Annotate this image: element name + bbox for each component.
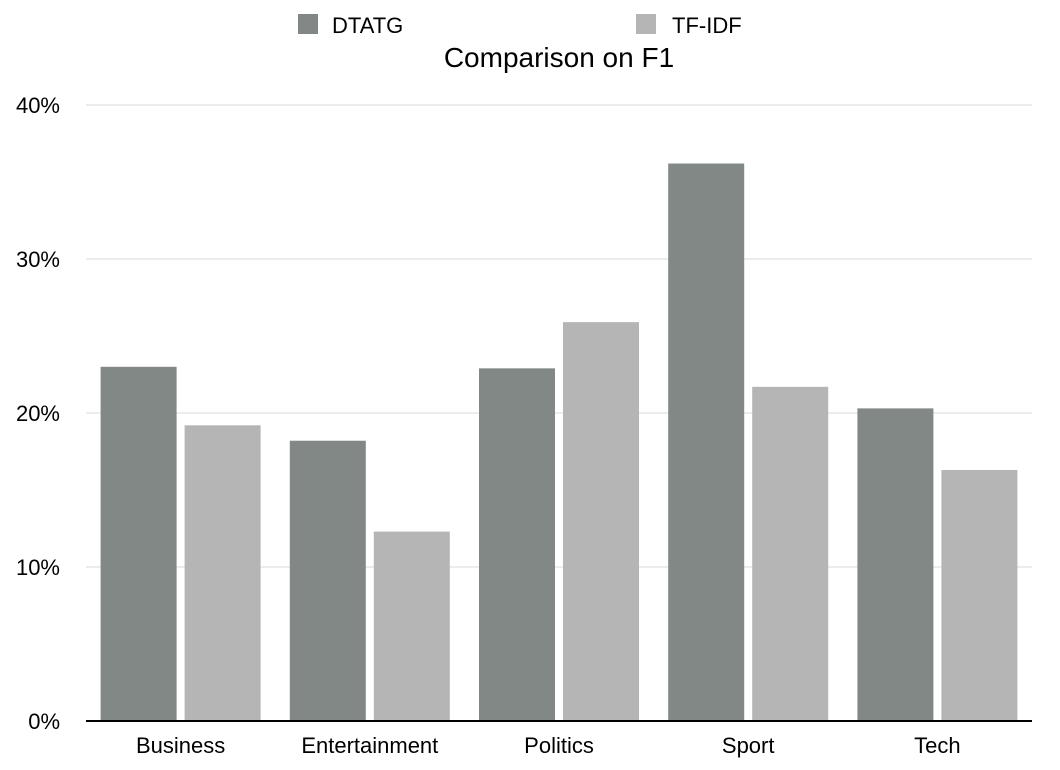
bar-dtatg-business — [100, 366, 177, 721]
bar-dtatg-tech — [857, 408, 934, 721]
chart-title: Comparison on F1 — [444, 42, 674, 73]
legend-label-tf-idf: TF-IDF — [672, 13, 742, 38]
bar-tf-idf-sport — [752, 386, 829, 721]
bars — [100, 163, 1018, 721]
x-category-label: Sport — [722, 733, 775, 758]
x-category-label: Tech — [914, 733, 960, 758]
legend: DTATG TF-IDF — [298, 13, 742, 38]
bar-tf-idf-politics — [563, 322, 639, 721]
legend-swatch-dtatg — [298, 14, 318, 34]
y-tick-label: 20% — [16, 401, 60, 426]
bar-dtatg-entertainment — [289, 440, 366, 721]
y-axis-ticks: 0% 10% 20% 30% 40% — [16, 93, 60, 734]
bar-dtatg-sport — [668, 163, 745, 721]
y-tick-label: 40% — [16, 93, 60, 118]
bar-tf-idf-business — [184, 425, 261, 721]
x-axis-labels: Business Entertainment Politics Sport Tech — [136, 733, 961, 758]
legend-swatch-tf-idf — [636, 14, 656, 34]
x-category-label: Business — [136, 733, 225, 758]
bar-dtatg-politics — [479, 368, 555, 721]
legend-label-dtatg: DTATG — [332, 13, 403, 38]
y-tick-label: 0% — [28, 709, 60, 734]
bar-tf-idf-entertainment — [373, 531, 450, 721]
y-tick-label: 10% — [16, 555, 60, 580]
x-category-label: Entertainment — [301, 733, 438, 758]
bar-tf-idf-tech — [941, 469, 1018, 721]
x-category-label: Politics — [524, 733, 594, 758]
y-tick-label: 30% — [16, 247, 60, 272]
